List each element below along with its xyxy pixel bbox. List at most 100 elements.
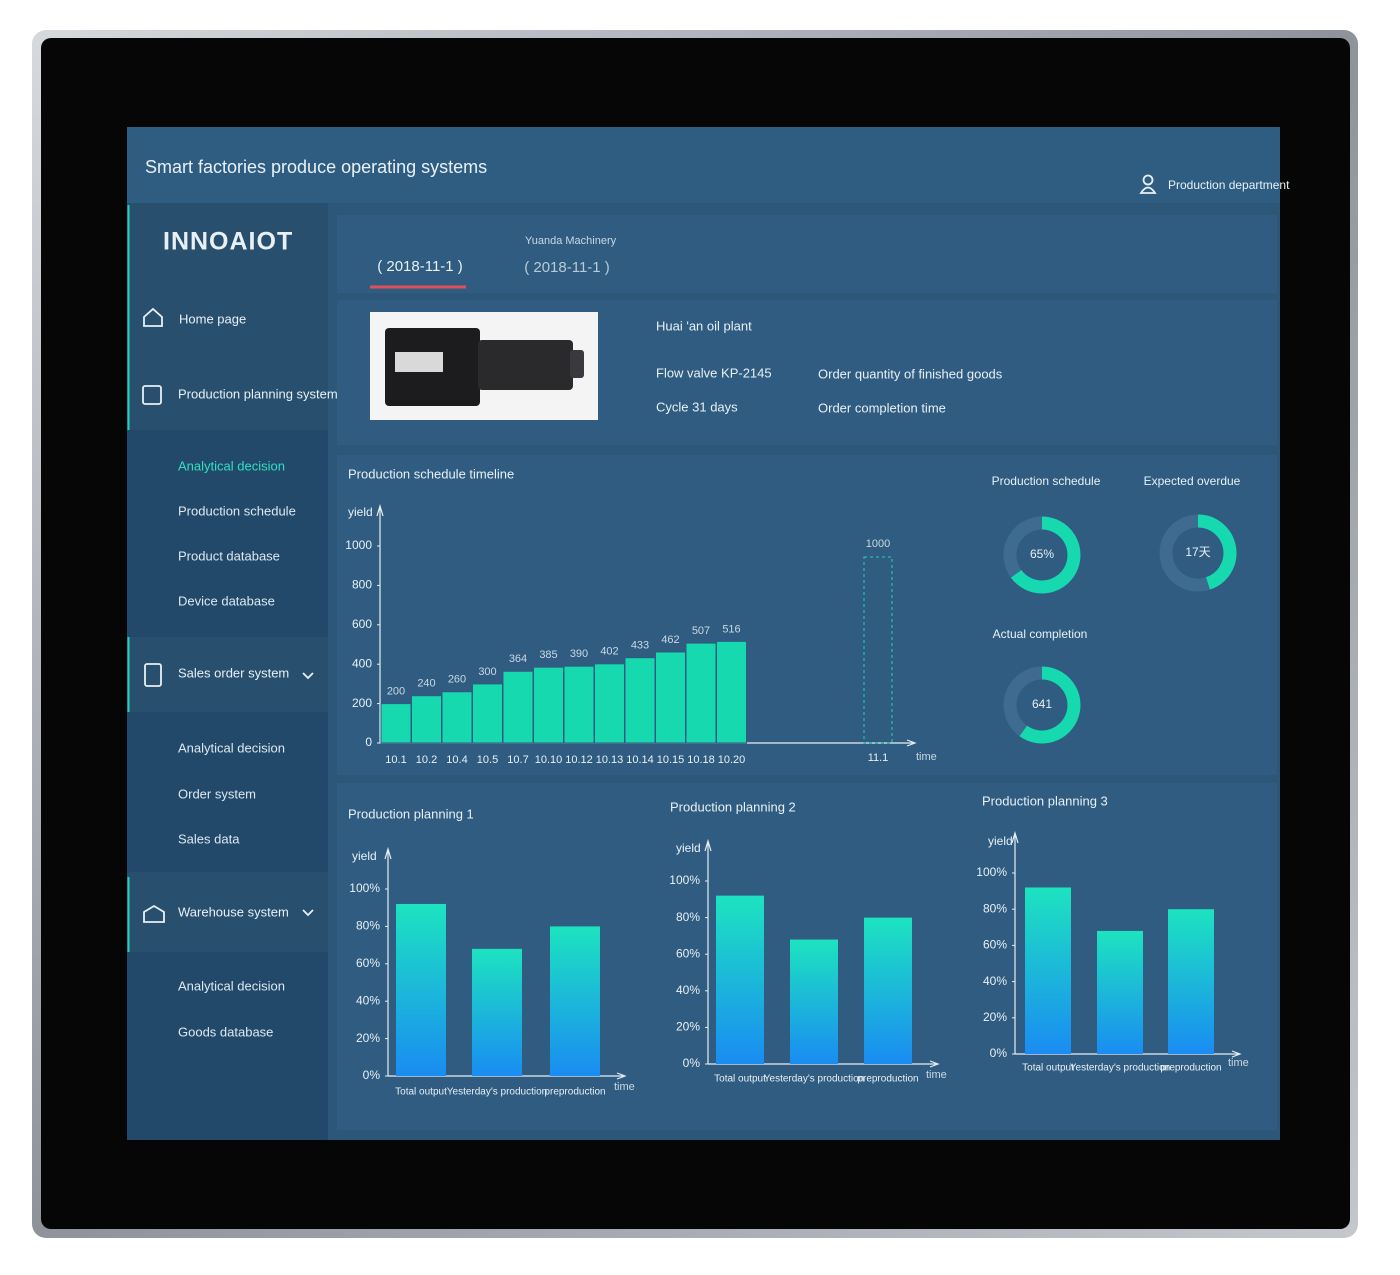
tabs-panel <box>337 215 1277 293</box>
donut-label: 65% <box>1030 547 1054 561</box>
x-tick-label: 10.13 <box>596 754 624 766</box>
data-label: 260 <box>448 674 466 686</box>
x-tick-label: 10.2 <box>416 754 437 766</box>
chevron[interactable] <box>302 672 314 680</box>
cycle: Cycle 31 days <box>656 399 738 414</box>
product-image <box>370 312 598 420</box>
completion: Order completion time <box>818 400 946 415</box>
x-tick-label: 10.20 <box>718 754 746 766</box>
x-tick-label: preproduction <box>857 1074 918 1085</box>
submenu-bg <box>127 430 328 637</box>
y-tick-label: 20% <box>983 1010 1007 1024</box>
submenu-item[interactable]: Analytical decision <box>178 978 285 993</box>
menu-item[interactable]: Production planning system <box>178 386 338 401</box>
x-tick-label: 10.7 <box>507 754 528 766</box>
donut-slice <box>1019 666 1081 744</box>
submenu-item[interactable]: Sales data <box>178 831 240 846</box>
tab-name[interactable]: Yuanda Machinery <box>525 235 617 247</box>
x-tick-label: 10.14 <box>626 754 654 766</box>
data-label: 433 <box>631 640 649 652</box>
chart-title: Production planning 3 <box>982 793 1108 808</box>
bar <box>790 939 838 1064</box>
y-axis-label: yield <box>676 841 701 855</box>
submenu-item[interactable]: Production schedule <box>178 503 296 518</box>
bar <box>594 663 625 744</box>
submenu-item[interactable]: Device database <box>178 593 275 608</box>
charts: Production schedule timeline yield time 0 20… <box>345 466 1248 1097</box>
y-tick-label: 60% <box>356 956 380 970</box>
y-tick-label: 1000 <box>345 538 372 552</box>
data-label: 385 <box>539 649 557 661</box>
submenu-item[interactable]: Goods database <box>178 1024 273 1039</box>
bar <box>624 657 656 744</box>
y-tick-label: 80% <box>356 919 380 933</box>
submenu-item[interactable]: Analytical decision <box>178 740 285 755</box>
plant: Huai 'an oil plant <box>656 318 752 333</box>
donut-slice <box>1010 516 1081 594</box>
submenu-item[interactable]: Order system <box>178 786 256 801</box>
x-tick-label: Total output <box>714 1074 766 1085</box>
x-tick-label: 10.5 <box>477 754 498 766</box>
menu-item[interactable]: Sales order system <box>178 665 289 680</box>
y-tick-label: 20% <box>356 1031 380 1045</box>
chart-title: Production schedule timeline <box>348 466 514 481</box>
y-tick-label: 40% <box>983 974 1007 988</box>
bar <box>563 665 595 744</box>
target-label: 1000 <box>866 538 890 550</box>
x-tick-label: Total output <box>1022 1063 1074 1074</box>
bar <box>685 642 717 744</box>
bar <box>716 895 764 1064</box>
bar <box>472 948 522 1076</box>
warehouse-icon <box>143 904 165 923</box>
x-tick-label: Yesterday's production <box>447 1087 548 1098</box>
x-tick-label: 10.1 <box>385 754 406 766</box>
submenu-item[interactable]: Analytical decision <box>178 458 285 473</box>
y-tick-label: 600 <box>352 617 372 631</box>
planning-icon <box>142 385 162 405</box>
y-axis-label: yield <box>348 505 373 519</box>
x-tick-label: 10.15 <box>657 754 685 766</box>
x-tick-label: 10.10 <box>535 754 563 766</box>
target-bar <box>863 556 893 744</box>
menu-item[interactable]: Warehouse system <box>178 904 289 919</box>
y-tick-label: 200 <box>352 696 372 710</box>
data-label: 240 <box>417 678 435 690</box>
x-tick-label: 10.12 <box>565 754 593 766</box>
donut-slice <box>1159 514 1210 592</box>
submenu-item[interactable]: Product database <box>178 548 280 563</box>
x-axis-label: time <box>926 1069 947 1081</box>
submenu-bg <box>127 712 328 872</box>
data-label: 200 <box>387 686 405 698</box>
data-label: 300 <box>478 666 496 678</box>
chevron[interactable] <box>302 909 314 917</box>
tab[interactable]: ( 2018-11-1 ) <box>524 259 610 276</box>
quantity: Order quantity of finished goods <box>818 366 1003 381</box>
donut-slice <box>1003 516 1043 578</box>
submenu-bg <box>127 952 328 1140</box>
bar <box>1025 887 1071 1054</box>
y-tick-label: 100% <box>349 881 380 895</box>
header-bar <box>127 127 1280 203</box>
x-tick-label: Yesterday's production <box>1070 1063 1171 1074</box>
x-axis-label: time <box>614 1081 635 1093</box>
bar <box>380 703 412 744</box>
x-tick-label: Total output <box>395 1087 447 1098</box>
y-axis-label: yield <box>352 849 377 863</box>
bar <box>502 670 534 744</box>
donut-label: 17天 <box>1185 545 1210 559</box>
y-axis-label: yield <box>988 834 1013 848</box>
bar <box>655 651 686 744</box>
donut-label: 641 <box>1032 697 1052 711</box>
bar <box>1097 930 1143 1054</box>
menu-item[interactable]: Home page <box>179 311 246 326</box>
tab[interactable]: ( 2018-11-1 ) <box>377 258 463 275</box>
x-tick-label: preproduction <box>544 1087 605 1098</box>
user-name[interactable]: Production department <box>1168 178 1290 192</box>
logo: INNOAIOT <box>163 228 293 256</box>
chart-title: Production planning 1 <box>348 806 474 821</box>
x-axis-label: time <box>916 751 937 763</box>
bar <box>716 640 747 744</box>
bar <box>533 666 564 744</box>
x-tick-label: 11.1 <box>868 752 889 764</box>
y-tick-label: 400 <box>352 656 372 670</box>
